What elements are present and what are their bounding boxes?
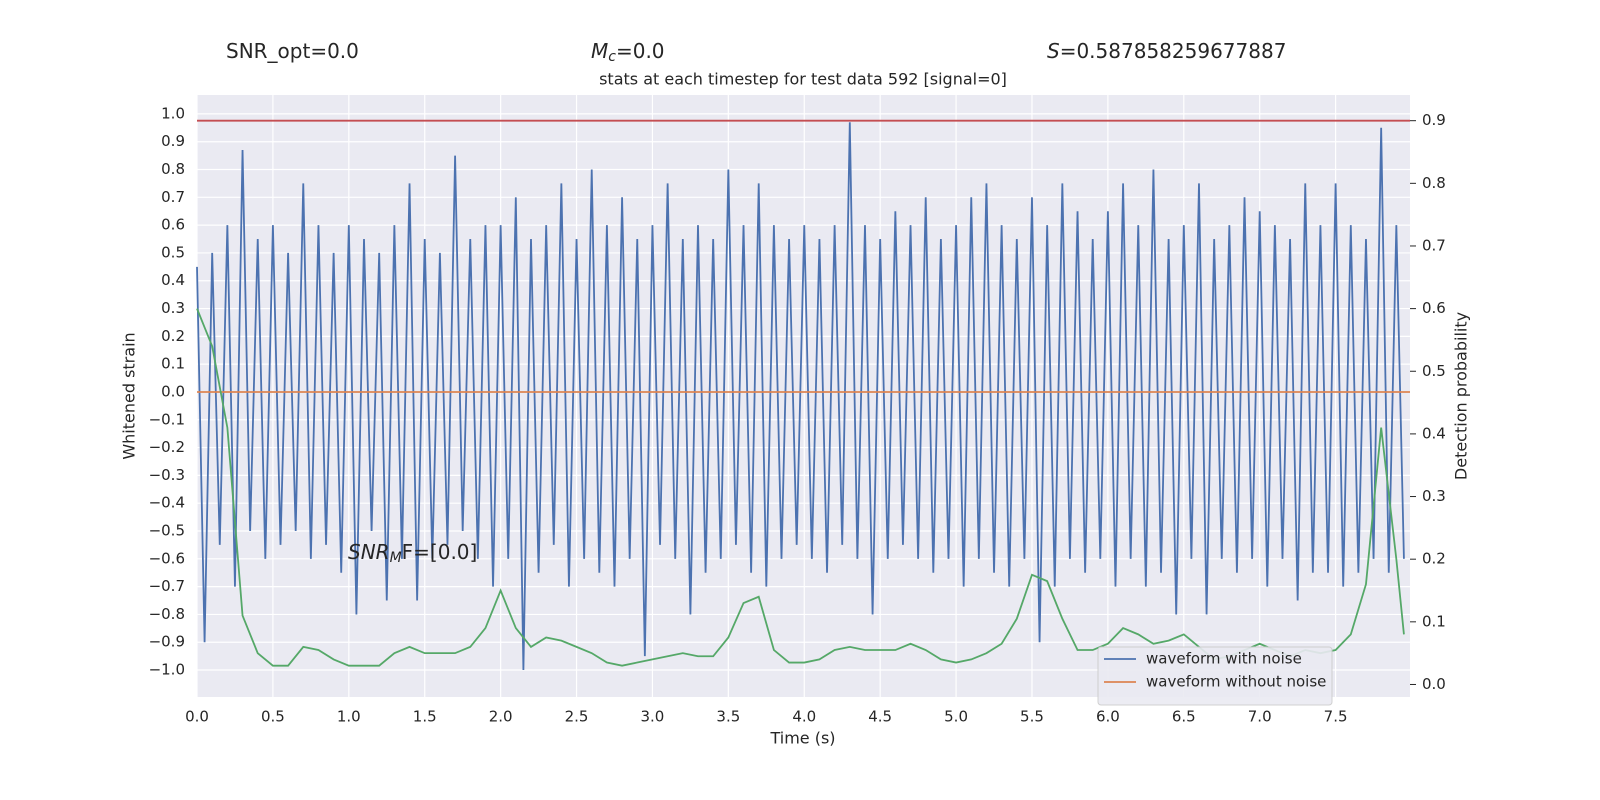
x-tick-label: 0.5	[261, 708, 285, 726]
y-tick-label: −0.4	[149, 494, 185, 512]
annotation: Mc=0.0	[591, 39, 665, 66]
x-tick-label: 3.5	[716, 708, 740, 726]
y-tick-label: −0.8	[149, 605, 185, 623]
annotation: SNR_opt=0.0	[226, 39, 359, 63]
x-tick-label: 1.0	[337, 708, 361, 726]
legend: waveform with noise waveform without nois…	[1097, 646, 1333, 706]
annotation-text: SNR_opt=0.0	[226, 39, 359, 63]
y-tick-label: 1.0	[161, 104, 185, 122]
y2-axis-label: Detection probability	[1452, 312, 1471, 480]
y2-tick-label: 0.3	[1422, 487, 1446, 505]
y2-tick-label: 0.7	[1422, 236, 1446, 254]
y2-tick-label: 0.0	[1422, 675, 1446, 693]
legend-label: waveform without noise	[1146, 673, 1326, 691]
y2-tick-label: 0.2	[1422, 550, 1446, 568]
x-tick-label: 5.0	[944, 708, 968, 726]
y-tick-label: −0.6	[149, 549, 185, 567]
y2-tick-label: 0.6	[1422, 299, 1446, 317]
y-tick-label: −0.9	[149, 633, 185, 651]
x-tick-label: 7.0	[1248, 708, 1272, 726]
x-tick-label: 3.0	[641, 708, 665, 726]
x-tick-label: 7.5	[1324, 708, 1348, 726]
annotation-text: SNR	[348, 540, 390, 564]
x-tick-label: 0.0	[185, 708, 209, 726]
y-tick-label: 0.6	[161, 216, 185, 234]
x-tick-label: 6.5	[1172, 708, 1196, 726]
y-tick-label: 0.0	[161, 382, 185, 400]
annotation-sub: M	[390, 550, 402, 566]
legend-label: waveform with noise	[1146, 650, 1302, 668]
x-tick-label: 2.0	[489, 708, 513, 726]
annotation: S=0.587858259677887	[1047, 39, 1286, 63]
chart-title: stats at each timestep for test data 592…	[599, 70, 1007, 89]
y-tick-label: 0.4	[161, 271, 185, 289]
x-tick-label: 4.5	[868, 708, 892, 726]
annotation-text: =0.0	[616, 39, 665, 63]
y2-tick-label: 0.8	[1422, 174, 1446, 192]
y-tick-label: 0.9	[161, 132, 185, 150]
annotation-sub: c	[608, 49, 616, 65]
labels: 0.0 0.5 1.0 1.5 2.0 2.5 3.0 3.5 4.0 4.5 5.0 5.5 6.0 6…	[149, 104, 1446, 725]
plot-area	[197, 95, 1410, 697]
legend-box	[1097, 646, 1333, 706]
y2-tick-label: 0.5	[1422, 362, 1446, 380]
y-tick-label: 0.5	[161, 243, 185, 261]
y-tick-label: −0.1	[149, 410, 185, 428]
annotation-text: M	[591, 39, 608, 63]
y-tick-label: −1.0	[149, 661, 185, 679]
x-tick-label: 6.0	[1096, 708, 1120, 726]
y2-tick-label: 0.4	[1422, 424, 1446, 442]
y-tick-label: 0.8	[161, 160, 185, 178]
y2-tick-label: 0.9	[1422, 111, 1446, 129]
x-tick-label: 5.5	[1020, 708, 1044, 726]
y-tick-label: −0.7	[149, 577, 185, 595]
annotation: SNRMF=[0.0]	[348, 540, 477, 567]
y-tick-label: 0.1	[161, 355, 185, 373]
x-tick-label: 4.0	[792, 708, 816, 726]
y-tick-label: 0.2	[161, 327, 185, 345]
y-tick-label: 0.3	[161, 299, 185, 317]
y-tick-label: −0.5	[149, 521, 185, 539]
y-tick-label: −0.3	[149, 466, 185, 484]
y2-tick-label: 0.1	[1422, 612, 1446, 630]
y-tick-label: −0.2	[149, 438, 185, 456]
x-axis-label: Time (s)	[769, 729, 835, 748]
annotation-text: =0.587858259677887	[1060, 39, 1287, 63]
y-tick-label: 0.7	[161, 188, 185, 206]
x-tick-label: 1.5	[413, 708, 437, 726]
annotation-text: S	[1047, 39, 1060, 63]
y-axis-label: Whitened strain	[120, 332, 139, 459]
annotation-text: F=[0.0]	[402, 540, 478, 564]
x-tick-label: 2.5	[565, 708, 589, 726]
